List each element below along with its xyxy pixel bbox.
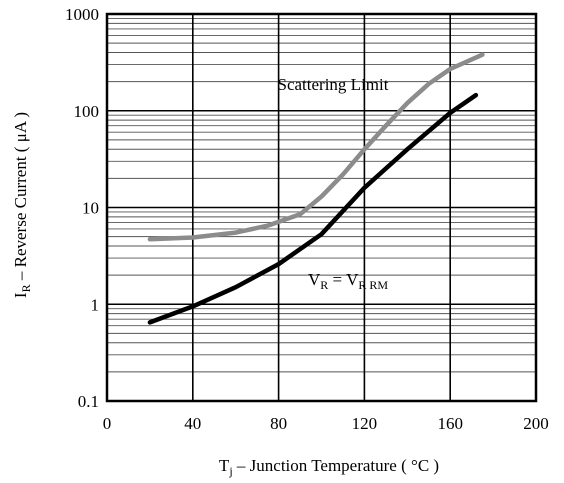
y-axis-title-sub: R [19,284,33,292]
series-line-vr-vrrm [147,92,479,325]
y-axis-title-rest: – Reverse Current ( μA ) [11,112,30,284]
x-axis-title: Tj – Junction Temperature ( °C ) [219,456,439,478]
x-tick-label: 160 [437,414,463,433]
series-label-vr-eq: = V [328,270,359,289]
x-tick-label: 80 [270,414,287,433]
series-label-scattering: Scattering Limit [278,75,389,94]
tick-labels: 0 40 80 120 160 200 0.1 1 10 100 1000 [65,5,549,433]
y-tick-label: 100 [74,102,100,121]
series-line-scattering-limit [147,52,485,242]
y-axis-title: IR – Reverse Current ( μA ) [11,112,33,298]
plot-frame [105,12,538,403]
series-lines [147,52,485,325]
series-label-vr-b-sub: R RM [358,278,388,292]
x-tick-label: 200 [523,414,549,433]
x-tick-label: 0 [103,414,112,433]
x-tick-label: 40 [184,414,201,433]
series-label-vr: VR = VR RM [308,270,388,292]
series-label-vr-a: V [308,270,321,289]
y-tick-label: 0.1 [78,392,99,411]
x-axis-title-rest: – Junction Temperature ( °C ) [233,456,439,475]
y-tick-label: 1 [91,295,100,314]
y-tick-label: 1000 [65,5,99,24]
grid-lines [106,14,537,402]
x-tick-label: 120 [352,414,378,433]
series-label-vr-a-sub: R [320,278,328,292]
x-axis-title-prefix: T [219,456,230,475]
x-axis-title-sub: j [228,464,232,478]
y-axis-title-prefix: I [11,292,30,298]
y-tick-label: 10 [82,199,99,218]
